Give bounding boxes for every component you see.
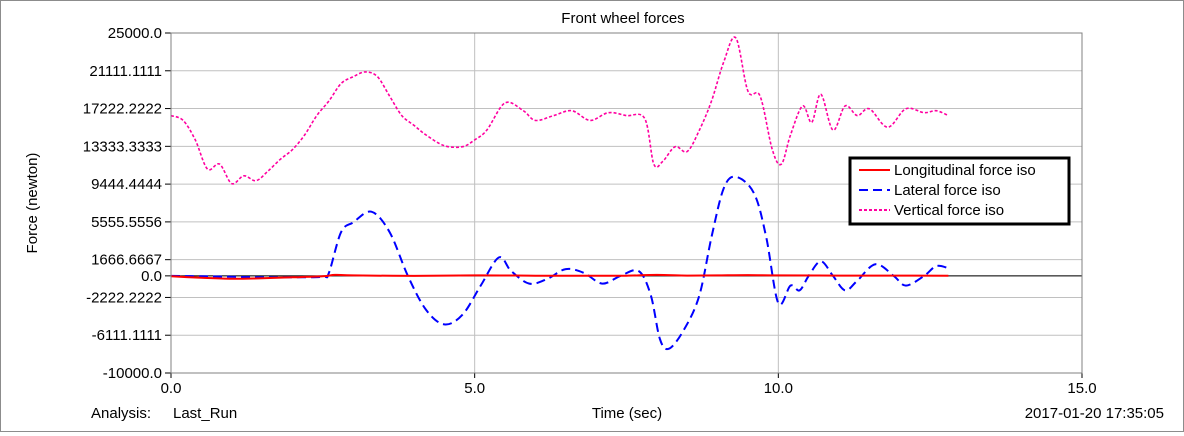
y-tick-label: 5555.5556: [91, 214, 162, 231]
y-axis-label: Force (newton): [24, 153, 41, 254]
y-tick-label: 17222.2222: [83, 101, 162, 118]
y-tick-label: 1666.6667: [91, 252, 162, 269]
x-tick-label: 10.0: [764, 380, 793, 397]
y-axis-ticks: 25000.0 21111.1111 17222.2222 13333.3333 944…: [83, 25, 171, 382]
plot-area: [170, 32, 1083, 374]
y-tick-label: 0.0: [141, 268, 162, 285]
x-tick-label: 5.0: [464, 380, 485, 397]
y-tick-label: 13333.3333: [83, 138, 162, 155]
y-tick-label: -10000.0: [103, 365, 162, 382]
analysis-value: Last_Run: [173, 405, 237, 422]
legend-label-lateral: Lateral force iso: [894, 182, 1001, 199]
x-tick-label: 0.0: [161, 380, 182, 397]
chart-title: Front wheel forces: [561, 10, 684, 27]
series-longitudinal-line: [171, 273, 949, 280]
legend-label-vertical: Vertical force iso: [894, 202, 1004, 219]
x-axis-ticks: 0.0 5.0 10.0 15.0: [161, 373, 1097, 397]
legend: Longitudinal force iso Lateral force iso…: [848, 156, 1071, 226]
legend-label-longitudinal: Longitudinal force iso: [894, 162, 1036, 179]
y-tick-label: -2222.2222: [86, 289, 162, 306]
y-tick-label: 21111.1111: [89, 63, 162, 80]
series-lines: [171, 36, 949, 351]
x-axis-label: Time (sec): [592, 405, 662, 422]
analysis-label: Analysis:: [91, 405, 151, 422]
y-tick-label: 9444.4444: [91, 176, 162, 193]
series-lateral-line: [171, 175, 949, 351]
timestamp: 2017-01-20 17:35:05: [1025, 405, 1164, 422]
series-vertical-line: [171, 36, 949, 185]
y-tick-label: -6111.1111: [92, 327, 162, 344]
x-tick-label: 15.0: [1067, 380, 1096, 397]
series-group: [171, 36, 949, 351]
y-tick-label: 25000.0: [108, 25, 162, 42]
